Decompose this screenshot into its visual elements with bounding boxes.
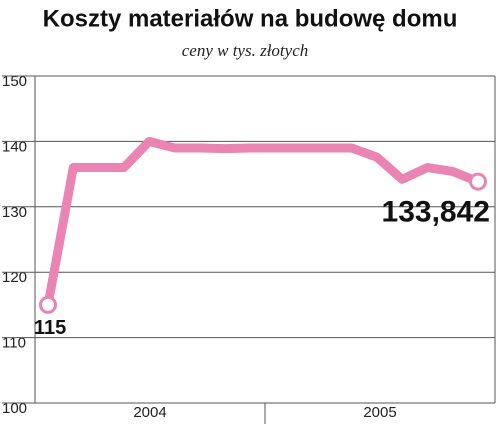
- chart-subtitle: ceny w tys. złotych: [182, 41, 309, 60]
- y-tick-label: 150: [2, 73, 27, 90]
- end-marker: [469, 172, 487, 191]
- y-tick-label: 130: [2, 204, 27, 221]
- end-marker: [39, 295, 57, 314]
- value-label: 115: [34, 317, 66, 339]
- data-line: [43, 136, 483, 310]
- y-tick-label: 110: [2, 335, 26, 352]
- x-group-label: 2005: [363, 404, 396, 421]
- y-tick-label: 140: [2, 138, 27, 155]
- y-tick-label: 120: [2, 269, 27, 286]
- value-label: 133,842: [382, 196, 490, 229]
- chart-title: Koszty materiałów na budowę domu: [43, 5, 458, 32]
- y-tick-label: 100: [2, 400, 27, 417]
- x-group-label: 2004: [133, 404, 166, 421]
